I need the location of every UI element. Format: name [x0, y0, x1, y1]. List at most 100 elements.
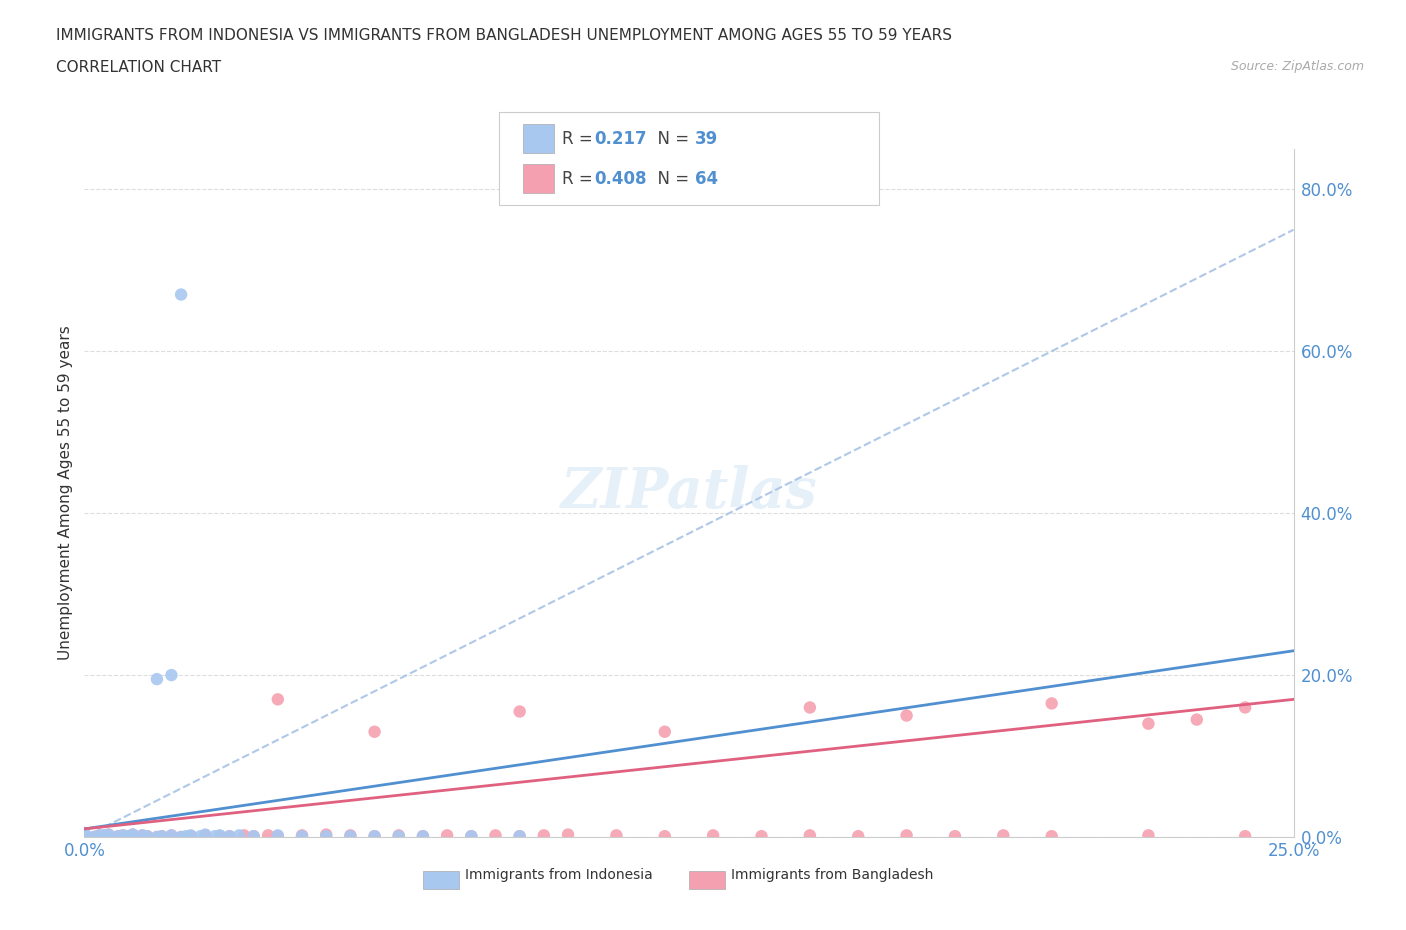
Point: [509, 829, 531, 844]
Point: [112, 828, 135, 843]
Point: [533, 828, 555, 843]
Point: [73, 827, 96, 842]
Point: [363, 829, 385, 844]
Point: [291, 828, 314, 843]
Point: [388, 828, 411, 843]
Point: [339, 828, 361, 843]
Point: [97, 830, 120, 844]
Text: R =: R =: [562, 129, 599, 148]
Point: [242, 829, 264, 844]
Text: N =: N =: [647, 129, 695, 148]
Point: [460, 829, 482, 844]
Point: [654, 829, 676, 844]
Point: [131, 828, 153, 843]
Point: [146, 830, 169, 844]
Point: [1234, 700, 1257, 715]
Point: [363, 724, 385, 739]
Text: IMMIGRANTS FROM INDONESIA VS IMMIGRANTS FROM BANGLADESH UNEMPLOYMENT AMONG AGES : IMMIGRANTS FROM INDONESIA VS IMMIGRANTS …: [56, 28, 952, 43]
Point: [267, 829, 290, 844]
Point: [208, 828, 231, 843]
Point: [121, 827, 143, 842]
Point: [509, 829, 531, 844]
Point: [73, 829, 96, 844]
Point: [194, 827, 217, 842]
Point: [150, 829, 173, 844]
Point: [267, 692, 290, 707]
Point: [170, 830, 193, 844]
Point: [896, 828, 918, 843]
Point: [1234, 829, 1257, 844]
Point: [233, 828, 256, 843]
Point: [1040, 829, 1063, 844]
Point: [170, 830, 193, 844]
Point: [107, 829, 129, 844]
Y-axis label: Unemployment Among Ages 55 to 59 years: Unemployment Among Ages 55 to 59 years: [58, 326, 73, 660]
Text: 0.217: 0.217: [595, 129, 647, 148]
Point: [605, 828, 627, 843]
Point: [107, 829, 129, 844]
Point: [218, 829, 240, 844]
Point: [896, 708, 918, 723]
Text: ZIPatlas: ZIPatlas: [561, 465, 817, 521]
Point: [654, 724, 676, 739]
Point: [93, 828, 115, 843]
Point: [388, 829, 411, 844]
Point: [339, 829, 361, 844]
Text: Immigrants from Bangladesh: Immigrants from Bangladesh: [731, 868, 934, 882]
Point: [73, 828, 96, 843]
Point: [73, 827, 96, 842]
Point: [190, 829, 212, 844]
Point: [315, 827, 337, 842]
Point: [160, 828, 183, 843]
Point: [117, 829, 139, 844]
Point: [846, 829, 869, 844]
Point: [943, 829, 966, 844]
Point: [1137, 828, 1160, 843]
Point: [412, 829, 434, 844]
Point: [136, 829, 159, 844]
Text: 39: 39: [695, 129, 718, 148]
Point: [93, 828, 115, 843]
Point: [73, 830, 96, 844]
Point: [97, 827, 120, 842]
Point: [1040, 696, 1063, 711]
Point: [146, 671, 169, 686]
Point: [97, 827, 120, 842]
Text: CORRELATION CHART: CORRELATION CHART: [56, 60, 221, 75]
Point: [315, 829, 337, 844]
Point: [174, 829, 197, 844]
Point: [194, 828, 217, 843]
Point: [799, 700, 821, 715]
Point: [509, 704, 531, 719]
Point: [436, 828, 458, 843]
Text: N =: N =: [647, 169, 695, 188]
Point: [136, 829, 159, 844]
Point: [204, 829, 226, 844]
Point: [146, 830, 169, 844]
Point: [97, 830, 120, 844]
Point: [121, 830, 143, 844]
Point: [993, 828, 1015, 843]
Point: [170, 287, 193, 302]
Text: 0.408: 0.408: [595, 169, 647, 188]
FancyBboxPatch shape: [423, 871, 460, 889]
Point: [460, 829, 482, 844]
Point: [131, 828, 153, 843]
Point: [557, 827, 579, 842]
Point: [87, 829, 110, 844]
Point: [180, 828, 202, 843]
Point: [412, 829, 434, 844]
Point: [799, 828, 821, 843]
Point: [87, 829, 110, 844]
Point: [267, 828, 290, 843]
Point: [218, 829, 240, 844]
Point: [160, 668, 183, 683]
Point: [112, 828, 135, 843]
Point: [73, 830, 96, 844]
Text: R =: R =: [562, 169, 599, 188]
Point: [121, 830, 143, 844]
Point: [73, 828, 96, 843]
Point: [180, 829, 202, 844]
Point: [242, 829, 264, 844]
Point: [702, 828, 724, 843]
